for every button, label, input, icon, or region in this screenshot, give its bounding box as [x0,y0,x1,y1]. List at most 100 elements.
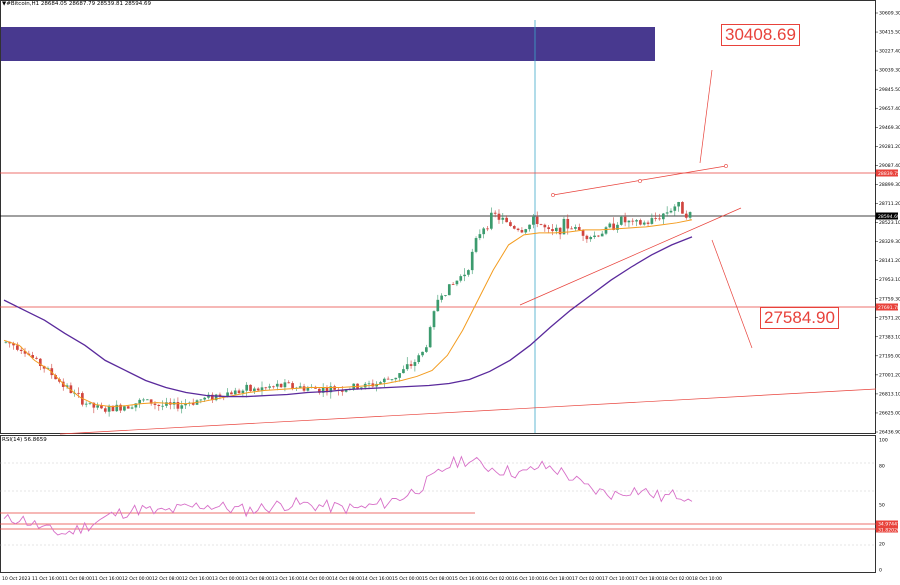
candle-body [115,404,119,412]
time-tick-label: 17 Oct 18:00 [632,576,662,582]
candle-body [642,222,646,225]
candle-body [467,270,470,275]
time-tick-label: 17 Oct 02:00 [572,576,602,582]
time-scale: 10 Oct 2023 11 Oct 16:00 11 Oct 08:00 11 Oc… [2,576,722,582]
candle-body [149,399,153,404]
upper-target-label[interactable]: 30408.69 [721,24,800,46]
candle-body [92,402,96,408]
candle-body [302,386,306,391]
candle-body [619,216,623,225]
candle-body [600,233,604,237]
candle-body [260,387,264,391]
candle-body [16,345,19,350]
candle-body [597,235,600,237]
price-tick-label: 30039.30 [879,68,900,74]
candle-body [237,390,241,394]
time-tick-label: 13 Oct 08:00 [242,576,272,582]
candle-body [478,234,482,239]
price-tick-label: 27195.00 [879,353,900,359]
candle-body [157,404,161,407]
supply-zone-rectangle[interactable] [1,27,655,61]
rsi-tick-label: 50 [879,503,885,509]
candle-body [497,213,501,220]
candle-body [654,218,658,219]
candle-body [463,274,466,277]
resistance-price-tag [876,169,898,177]
candle-body [589,237,593,240]
candle-body [398,373,401,378]
candle-body [161,405,164,407]
time-tick-label: 12 Oct 08:00 [152,576,182,582]
candle-body [379,382,382,384]
candle-body [119,404,122,411]
candle-body [413,362,417,366]
candle-body [153,403,157,405]
candle-body [134,403,138,408]
candle-body [432,311,436,328]
upside-projection-line[interactable] [699,69,713,164]
price-tick-label: 26813.10 [879,392,900,398]
candle-body [417,355,421,363]
wedge-upper-anchor-end[interactable] [724,164,728,168]
candle-body [107,405,111,412]
candle-body [38,358,42,367]
candle-body [42,366,46,369]
candle-body [165,402,168,406]
rsi-tick-label: 100 [879,438,888,444]
wedge-lower-line[interactable] [519,207,742,306]
candle-body [54,375,57,380]
lower-target-label[interactable]: 27584.90 [760,307,839,329]
candle-body [287,382,291,384]
candle-body [264,387,268,389]
rsi-tick-label: 20 [879,542,885,548]
candle-body [390,379,394,381]
candle-body [566,218,570,229]
time-tick-label: 17 Oct 10:00 [602,576,632,582]
candle-body [562,218,566,235]
price-tick-label: 28899.30 [879,182,900,188]
candle-body [100,405,103,409]
rsi-line [3,455,693,536]
candle-body [35,357,38,359]
time-tick-label: 11 Oct 16:00 [92,576,122,582]
candle-body [77,392,80,394]
long-trendline[interactable] [59,388,877,435]
time-tick-label: 12 Oct 00:00 [122,576,152,582]
candle-body [509,222,512,226]
candle-body [344,389,348,392]
candle-body [176,402,180,409]
candle-body [474,238,478,252]
price-tick-label: 28711.20 [879,201,900,207]
candle-body [604,227,608,234]
slow-moving-average-line [3,236,693,398]
price-tick-label: 27383.10 [879,334,900,340]
candle-body [593,235,596,238]
price-tick-label: 27571.20 [879,315,900,321]
candle-body [447,284,451,296]
wedge-upper-anchor-start[interactable] [551,193,555,197]
current-price-tag [876,212,898,220]
candle-body [688,212,692,218]
candle-body [581,229,585,236]
downside-projection-line[interactable] [711,239,753,349]
candle-body [329,386,333,393]
candle-body [291,383,294,389]
candle-body [512,225,516,229]
candle-body [268,386,271,388]
candle-body [421,351,424,356]
price-tick-label: 27953.10 [879,277,900,283]
candle-body [142,399,145,401]
candle-body [608,223,612,228]
candle-body [367,383,371,385]
wedge-upper-anchor-mid[interactable] [638,179,642,183]
candle-body [665,212,669,214]
time-tick-label: 15 Oct 16:00 [452,576,482,582]
candle-body [409,364,413,366]
candle-body [61,381,65,387]
price-tick-label: 27001.20 [879,372,900,378]
candle-body [585,235,589,240]
candle-body [501,217,505,220]
candle-body [558,227,562,235]
rsi-level-tag-2-text: 31.82026 [878,528,900,534]
